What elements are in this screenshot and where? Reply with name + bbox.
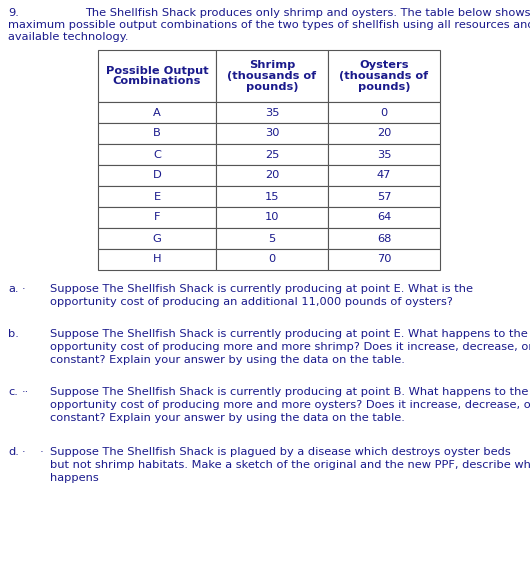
Text: opportunity cost of producing more and more shrimp? Does it increase, decrease, : opportunity cost of producing more and m… <box>50 342 530 352</box>
Text: b.: b. <box>8 329 19 339</box>
Text: but not shrimp habitats. Make a sketch of the original and the new PPF, describe: but not shrimp habitats. Make a sketch o… <box>50 460 530 470</box>
Text: 35: 35 <box>377 150 391 160</box>
Text: 0: 0 <box>268 254 276 264</box>
Text: 57: 57 <box>377 191 391 201</box>
Text: (thousands of: (thousands of <box>227 71 316 81</box>
Text: Shrimp: Shrimp <box>249 60 295 70</box>
Text: 68: 68 <box>377 233 391 243</box>
Text: H: H <box>153 254 161 264</box>
Text: B: B <box>153 129 161 139</box>
Bar <box>328 102 440 123</box>
Bar <box>98 102 216 123</box>
Text: G: G <box>153 233 161 243</box>
Text: ·: · <box>22 284 25 294</box>
Text: pounds): pounds) <box>246 82 298 92</box>
Bar <box>328 186 440 207</box>
Text: Suppose The Shellfish Shack is currently producing at point B. What happens to t: Suppose The Shellfish Shack is currently… <box>50 387 528 397</box>
Text: Suppose The Shellfish Shack is currently producing at point E. What happens to t: Suppose The Shellfish Shack is currently… <box>50 329 528 339</box>
Text: available technology.: available technology. <box>8 32 128 42</box>
Text: 20: 20 <box>265 170 279 181</box>
Text: 9.: 9. <box>8 8 19 18</box>
Bar <box>328 123 440 144</box>
Bar <box>216 249 328 270</box>
Bar <box>216 123 328 144</box>
Text: 20: 20 <box>377 129 391 139</box>
Text: maximum possible output combinations of the two types of shellfish using all res: maximum possible output combinations of … <box>8 20 530 30</box>
Bar <box>216 102 328 123</box>
Bar <box>98 249 216 270</box>
Text: Oysters: Oysters <box>359 60 409 70</box>
Bar <box>98 144 216 165</box>
Bar <box>98 228 216 249</box>
Text: constant? Explain your answer by using the data on the table.: constant? Explain your answer by using t… <box>50 355 405 365</box>
Bar <box>216 50 328 102</box>
Text: ··: ·· <box>22 387 29 397</box>
Bar <box>328 228 440 249</box>
Text: 30: 30 <box>265 129 279 139</box>
Text: 10: 10 <box>265 212 279 222</box>
Text: 35: 35 <box>265 108 279 118</box>
Text: ·    ·: · · <box>22 447 44 457</box>
Text: c.: c. <box>8 387 18 397</box>
Text: Suppose The Shellfish Shack is plagued by a disease which destroys oyster beds: Suppose The Shellfish Shack is plagued b… <box>50 447 511 457</box>
Text: F: F <box>154 212 160 222</box>
Bar <box>98 123 216 144</box>
Text: D: D <box>153 170 161 181</box>
Bar <box>328 249 440 270</box>
Bar <box>328 165 440 186</box>
Text: a.: a. <box>8 284 19 294</box>
Text: The Shellfish Shack produces only shrimp and oysters. The table below shows the: The Shellfish Shack produces only shrimp… <box>85 8 530 18</box>
Text: Possible Output: Possible Output <box>105 66 208 75</box>
Text: d.: d. <box>8 447 19 457</box>
Text: (thousands of: (thousands of <box>339 71 429 81</box>
Bar <box>328 144 440 165</box>
Text: Suppose The Shellfish Shack is currently producing at point E. What is the: Suppose The Shellfish Shack is currently… <box>50 284 473 294</box>
Text: opportunity cost of producing more and more oysters? Does it increase, decrease,: opportunity cost of producing more and m… <box>50 400 530 410</box>
Text: pounds): pounds) <box>358 82 410 92</box>
Bar <box>98 50 216 102</box>
Bar <box>216 186 328 207</box>
Text: E: E <box>154 191 161 201</box>
Text: constant? Explain your answer by using the data on the table.: constant? Explain your answer by using t… <box>50 413 405 423</box>
Text: 0: 0 <box>381 108 387 118</box>
Bar <box>328 50 440 102</box>
Text: 25: 25 <box>265 150 279 160</box>
Bar <box>98 207 216 228</box>
Text: happens: happens <box>50 473 99 483</box>
Text: opportunity cost of producing an additional 11,000 pounds of oysters?: opportunity cost of producing an additio… <box>50 297 453 307</box>
Text: 15: 15 <box>265 191 279 201</box>
Bar <box>216 165 328 186</box>
Bar <box>98 186 216 207</box>
Text: 47: 47 <box>377 170 391 181</box>
Text: A: A <box>153 108 161 118</box>
Text: C: C <box>153 150 161 160</box>
Bar <box>216 207 328 228</box>
Text: 64: 64 <box>377 212 391 222</box>
Text: 70: 70 <box>377 254 391 264</box>
Bar <box>98 165 216 186</box>
Bar <box>216 144 328 165</box>
Text: 5: 5 <box>268 233 276 243</box>
Bar <box>216 228 328 249</box>
Bar <box>328 207 440 228</box>
Text: Combinations: Combinations <box>113 77 201 87</box>
